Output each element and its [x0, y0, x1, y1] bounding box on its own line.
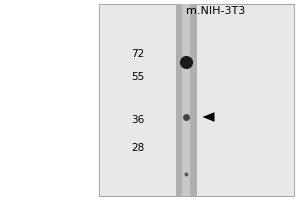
Bar [182, 4, 190, 196]
Bar [176, 4, 197, 196]
Point [184, 60, 188, 64]
Text: 36: 36 [131, 115, 144, 125]
Text: 28: 28 [131, 143, 144, 153]
Point [184, 172, 188, 176]
Text: 72: 72 [131, 49, 144, 59]
Text: m.NIH-3T3: m.NIH-3T3 [186, 6, 246, 16]
Point [184, 115, 188, 119]
FancyBboxPatch shape [99, 4, 294, 196]
Text: 55: 55 [131, 72, 144, 82]
Polygon shape [202, 112, 214, 122]
